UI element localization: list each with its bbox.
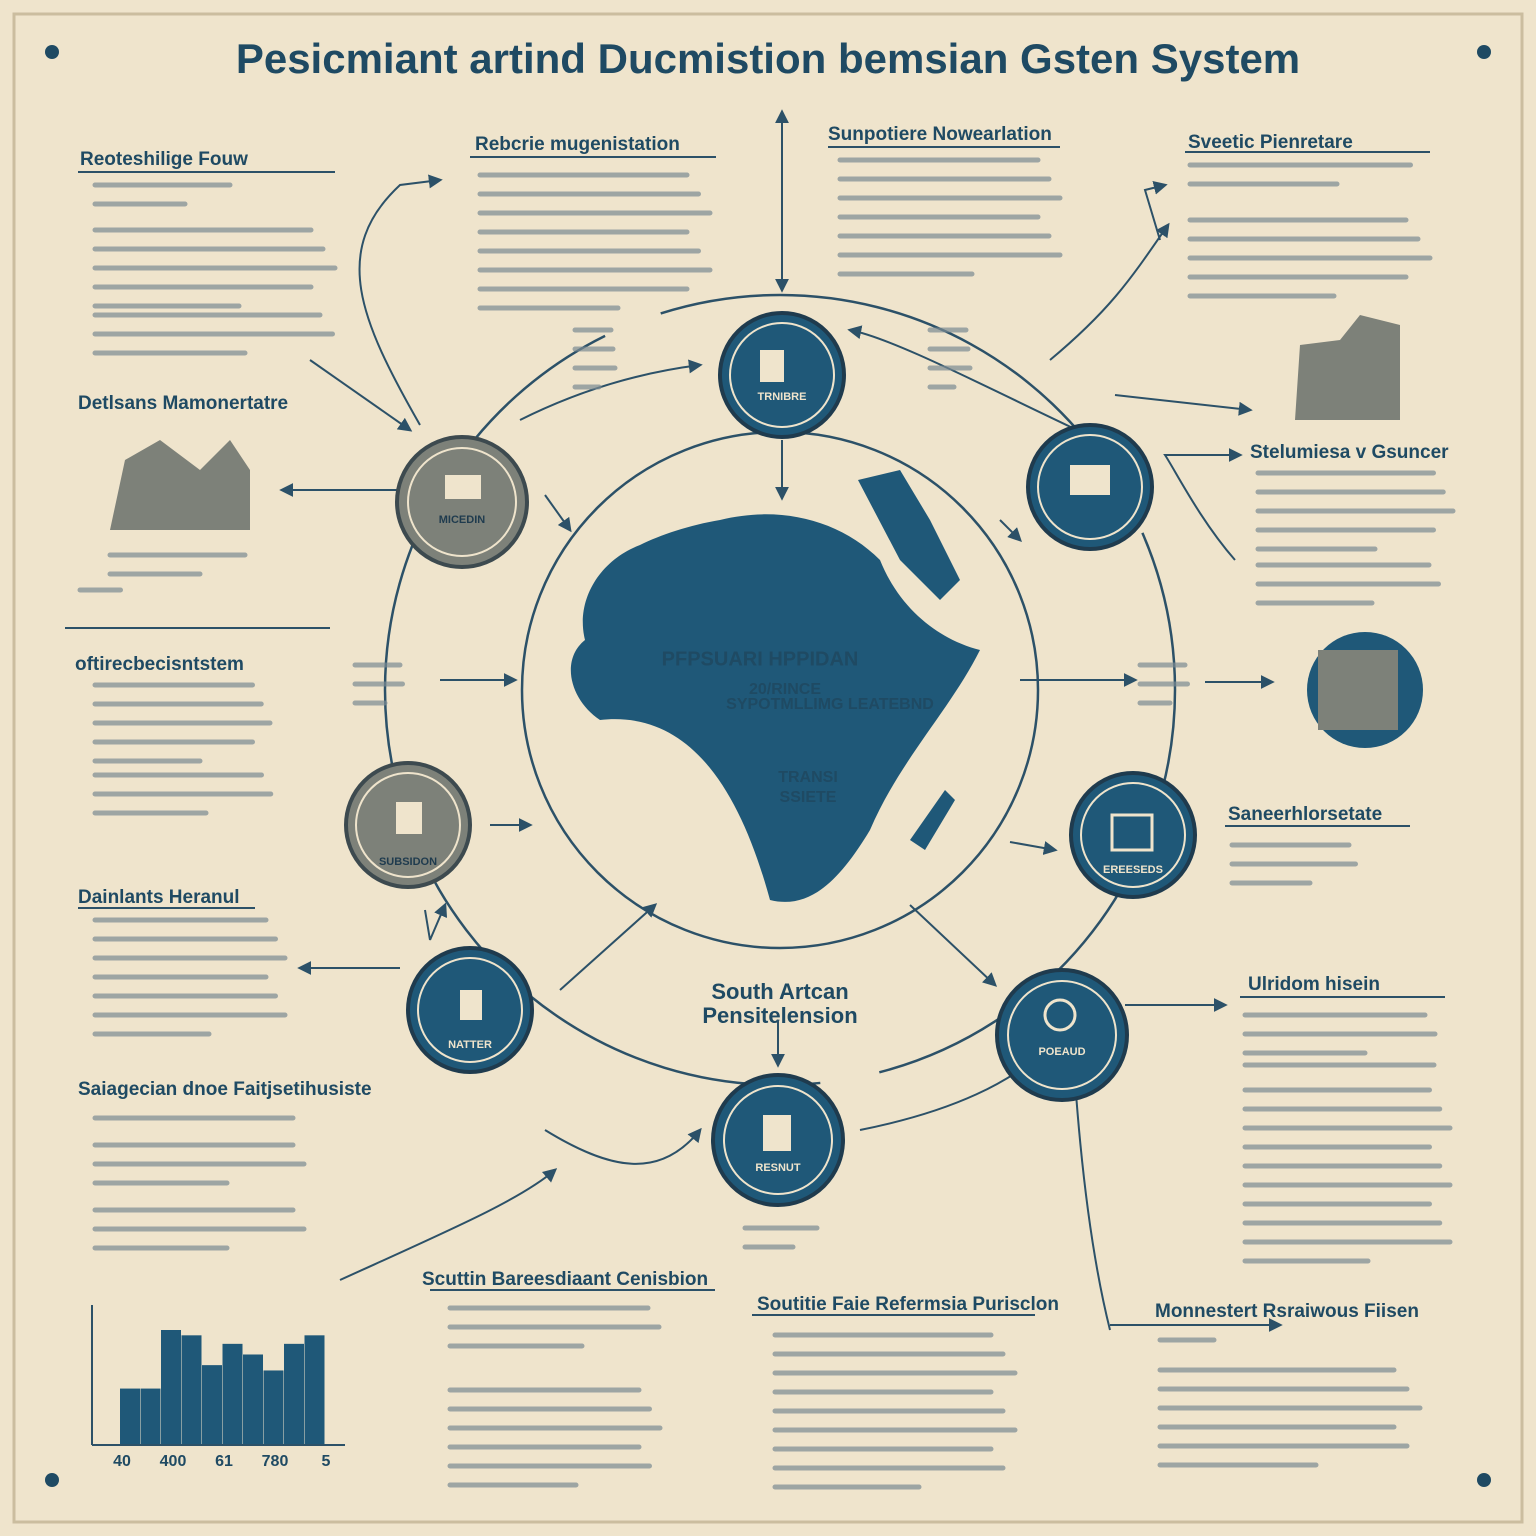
center-text: SYPOTMLLIMG LEATEBND	[726, 696, 934, 713]
section-heading: Reoteshilige Fouw	[80, 149, 248, 170]
section-heading: Ulridom hisein	[1248, 974, 1380, 995]
connector	[424, 905, 445, 941]
bar-label: 400	[160, 1453, 187, 1470]
node-label: MICEDIN	[439, 514, 486, 526]
frame	[12, 12, 1524, 1524]
bar-label: 5	[322, 1453, 331, 1470]
center-text: SSIETE	[780, 789, 837, 806]
section-heading: Saiagecian dnoe Faitjsetihusiste	[78, 1079, 372, 1100]
connector	[1114, 394, 1253, 416]
node-label: RESNUT	[755, 1162, 801, 1174]
node-shape	[1043, 998, 1077, 1032]
node-shape	[1007, 980, 1117, 1090]
connector	[309, 359, 413, 432]
node-label: EREESEDS	[1103, 864, 1163, 876]
shape	[460, 990, 482, 1020]
node-circles	[110, 311, 1423, 1207]
section-heading: oftirecbecisntstem	[75, 654, 244, 675]
bar-label: 40	[113, 1453, 131, 1470]
bar	[202, 1365, 222, 1445]
node-shape	[723, 1085, 833, 1195]
bar	[161, 1330, 181, 1445]
connector	[544, 494, 572, 533]
map-piece	[858, 470, 960, 600]
node-shape	[355, 772, 461, 878]
connector	[999, 519, 1022, 542]
shape	[1318, 650, 1398, 730]
node-shape	[995, 968, 1129, 1102]
section-heading: Sveetic Pienretare	[1188, 132, 1353, 153]
node-shape	[1069, 771, 1197, 899]
section-heading: Monnestert Rsraiwous Fiisen	[1155, 1301, 1419, 1322]
title: Pesicmiant artind Ducmistion bemsian Gst…	[236, 35, 1300, 82]
bar	[120, 1388, 140, 1445]
bar	[243, 1354, 263, 1445]
node-label: TRNIBRE	[758, 391, 807, 403]
connector	[909, 904, 998, 987]
arrows	[279, 109, 1283, 1332]
connector	[1163, 448, 1243, 561]
node-shape	[395, 435, 529, 569]
center-text: TRANSI	[778, 769, 838, 786]
section-heading: Detlsans Mamonertatre	[78, 393, 288, 414]
shape	[1070, 465, 1110, 495]
section-heading: Soutitie Faie Refermsia Purisclon	[757, 1294, 1059, 1315]
shape	[396, 802, 422, 834]
pin	[1477, 45, 1491, 59]
building-icon	[1295, 315, 1400, 420]
node-shape	[729, 322, 835, 428]
connector	[559, 903, 658, 991]
bar	[181, 1335, 202, 1445]
connector	[519, 359, 703, 421]
lower-title: South Artcan	[711, 979, 848, 1004]
lower-title: Pensitelension	[702, 1003, 857, 1028]
section-heading: Dainlants Heranul	[78, 887, 240, 908]
section-heading: Rebcrie mugenistation	[475, 134, 680, 155]
bar	[284, 1343, 304, 1445]
node-label: SUBSIDON	[379, 856, 437, 868]
building-icon	[110, 440, 250, 530]
shape	[1110, 813, 1154, 852]
shape	[760, 350, 784, 382]
connector	[1068, 1077, 1111, 1331]
africa-map	[570, 514, 980, 902]
pin	[1477, 1473, 1491, 1487]
section-heading: Stelumiesa v Gsuncer	[1250, 442, 1449, 463]
section-heading: Saneerhlorsetate	[1228, 804, 1382, 825]
connector	[544, 1127, 702, 1165]
bar-labels: 40 400 61 780 5	[113, 1453, 330, 1470]
connector	[358, 174, 443, 426]
connector	[1049, 222, 1170, 361]
body-text-lines	[77, 157, 1456, 1490]
center-text: 20/RINCE	[749, 681, 821, 698]
bar	[222, 1343, 243, 1445]
bar-label: 61	[215, 1453, 233, 1470]
section-heading: Sunpotiere Nowearlation	[828, 124, 1052, 145]
section-heading: Scuttin Bareesdiaant Cenisbion	[422, 1269, 708, 1290]
map-piece	[910, 790, 955, 850]
pin	[45, 45, 59, 59]
node-shape	[407, 447, 517, 557]
bar	[263, 1370, 284, 1445]
bar-label: 780	[262, 1453, 289, 1470]
node-shape	[1037, 434, 1143, 540]
connector	[1143, 180, 1168, 241]
node-shape	[1080, 782, 1186, 888]
node-label: NATTER	[448, 1039, 492, 1051]
connector	[339, 1168, 558, 1281]
node-shape	[417, 957, 523, 1063]
shape	[445, 475, 481, 499]
node-label: POEAUD	[1038, 1046, 1085, 1058]
bar	[304, 1335, 325, 1445]
connector	[1009, 841, 1058, 855]
center-title: PFPSUARI HPPIDAN	[662, 648, 859, 670]
bar-chart	[120, 1330, 325, 1445]
pin	[45, 1473, 59, 1487]
shape	[763, 1115, 791, 1151]
bar	[140, 1388, 161, 1445]
